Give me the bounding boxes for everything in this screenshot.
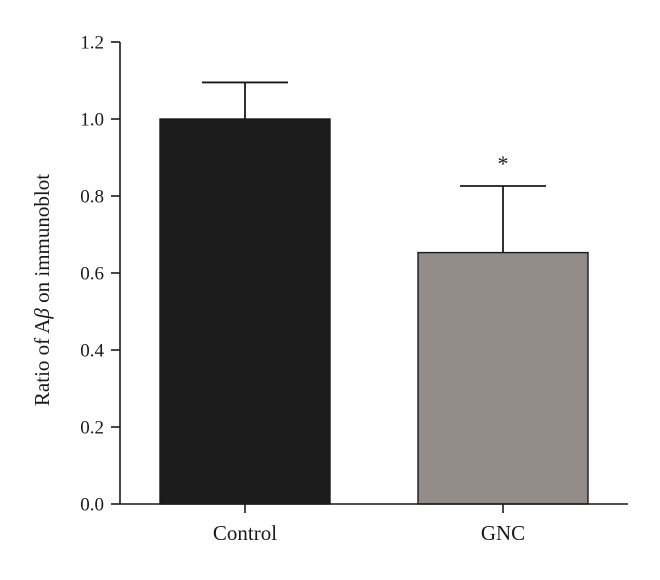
x-tick-label: Control bbox=[213, 521, 277, 545]
y-tick-label: 0.6 bbox=[80, 264, 104, 285]
bar-control bbox=[159, 118, 331, 505]
error-bars-layer bbox=[202, 81, 546, 253]
y-tick-label: 0.2 bbox=[80, 418, 104, 439]
y-tick-label: 0.0 bbox=[80, 495, 104, 516]
y-axis-title-symbol: β bbox=[30, 308, 54, 320]
y-ticks-layer: 0.0 0.2 0.4 0.6 0.8 1.0 1.2 bbox=[80, 33, 120, 516]
significance-marker: * bbox=[498, 151, 509, 176]
y-tick-label: 1.0 bbox=[80, 110, 104, 131]
y-tick-label: 0.8 bbox=[80, 187, 104, 208]
y-axis-title: Ratio of Aβ on immunoblot bbox=[30, 174, 54, 406]
y-axis-title-prefix: Ratio of A bbox=[30, 318, 54, 406]
x-tick-label: GNC bbox=[481, 521, 525, 545]
bar-gnc bbox=[417, 251, 589, 505]
y-tick-label: 1.2 bbox=[80, 33, 104, 54]
x-ticks-layer: Control GNC bbox=[213, 504, 525, 545]
y-tick-label: 0.4 bbox=[80, 341, 104, 362]
y-axis-title-suffix: on immunoblot bbox=[30, 174, 54, 308]
bars-layer bbox=[159, 118, 589, 505]
annotations-layer: * bbox=[498, 151, 509, 176]
